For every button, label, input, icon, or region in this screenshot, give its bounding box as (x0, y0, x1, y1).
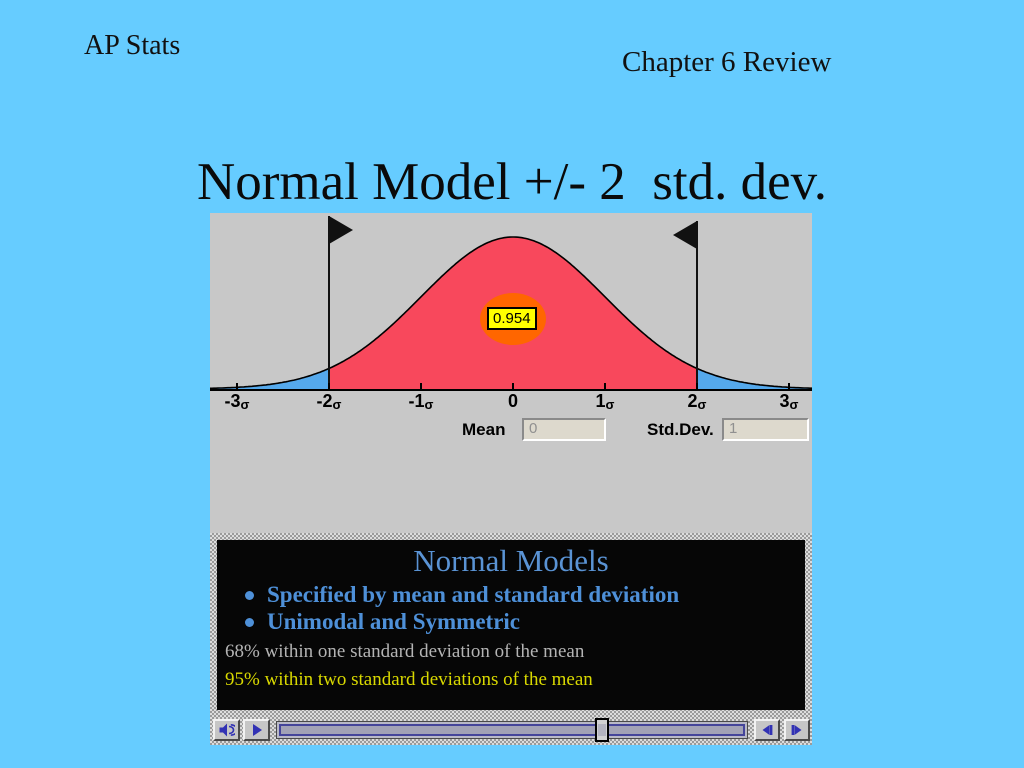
play-button[interactable] (243, 719, 270, 741)
panel-title: Normal Models (413, 543, 609, 578)
step-back-button[interactable] (754, 719, 780, 741)
tick-plus2: 2σ (687, 391, 707, 412)
media-control-bar (210, 717, 812, 745)
step-back-icon (762, 725, 773, 735)
fact-68-percent: 68% within one standard deviation of the… (225, 641, 585, 662)
std-dev-input[interactable] (722, 418, 809, 441)
bullet-dot-icon (245, 617, 254, 627)
play-icon (252, 724, 262, 736)
seek-slider-thumb[interactable] (595, 718, 609, 742)
chapter-label: Chapter 6 Review (622, 46, 832, 78)
tick-minus1: -1σ (408, 391, 434, 412)
fact-95-percent: 95% within two standard deviations of th… (225, 669, 593, 690)
step-forward-button[interactable] (784, 719, 810, 741)
tick-plus1: 1σ (595, 391, 615, 412)
std-dev-label: Std.Dev. (647, 420, 714, 439)
step-forward-icon (791, 725, 802, 735)
probability-value-badge: 0.954 (487, 307, 537, 330)
tick-minus2: -2σ (316, 391, 342, 412)
bullet-item: Specified by mean and standard deviation (245, 582, 805, 608)
bullet-text: Specified by mean and standard deviation (267, 582, 680, 607)
seek-slider-track[interactable] (276, 718, 748, 742)
mean-input[interactable] (522, 418, 606, 441)
normal-curve-applet: 0.954 -3σ -2σ -1σ 0 1σ 2σ 3σ Mean Std.De… (210, 213, 812, 745)
normal-curve-chart-area: 0.954 -3σ -2σ -1σ 0 1σ 2σ 3σ Mean Std.De… (210, 213, 812, 533)
speaker-icon (219, 723, 235, 737)
tick-minus3: -3σ (224, 391, 250, 412)
bullet-dot-icon (245, 590, 254, 600)
seek-slider-groove (279, 724, 745, 736)
volume-button[interactable] (213, 719, 240, 741)
tick-zero: 0 (507, 391, 519, 411)
course-label: AP Stats (84, 30, 181, 61)
tick-plus3: 3σ (779, 391, 799, 412)
mean-label: Mean (462, 420, 506, 439)
slide-title: Normal Model +/- 2 std. dev. (197, 153, 827, 211)
info-panel: Normal Models Specified by mean and stan… (217, 540, 805, 710)
bullet-item: Unimodal and Symmetric (245, 609, 805, 635)
bullet-text: Unimodal and Symmetric (267, 609, 520, 634)
info-panel-frame: Normal Models Specified by mean and stan… (210, 533, 812, 717)
